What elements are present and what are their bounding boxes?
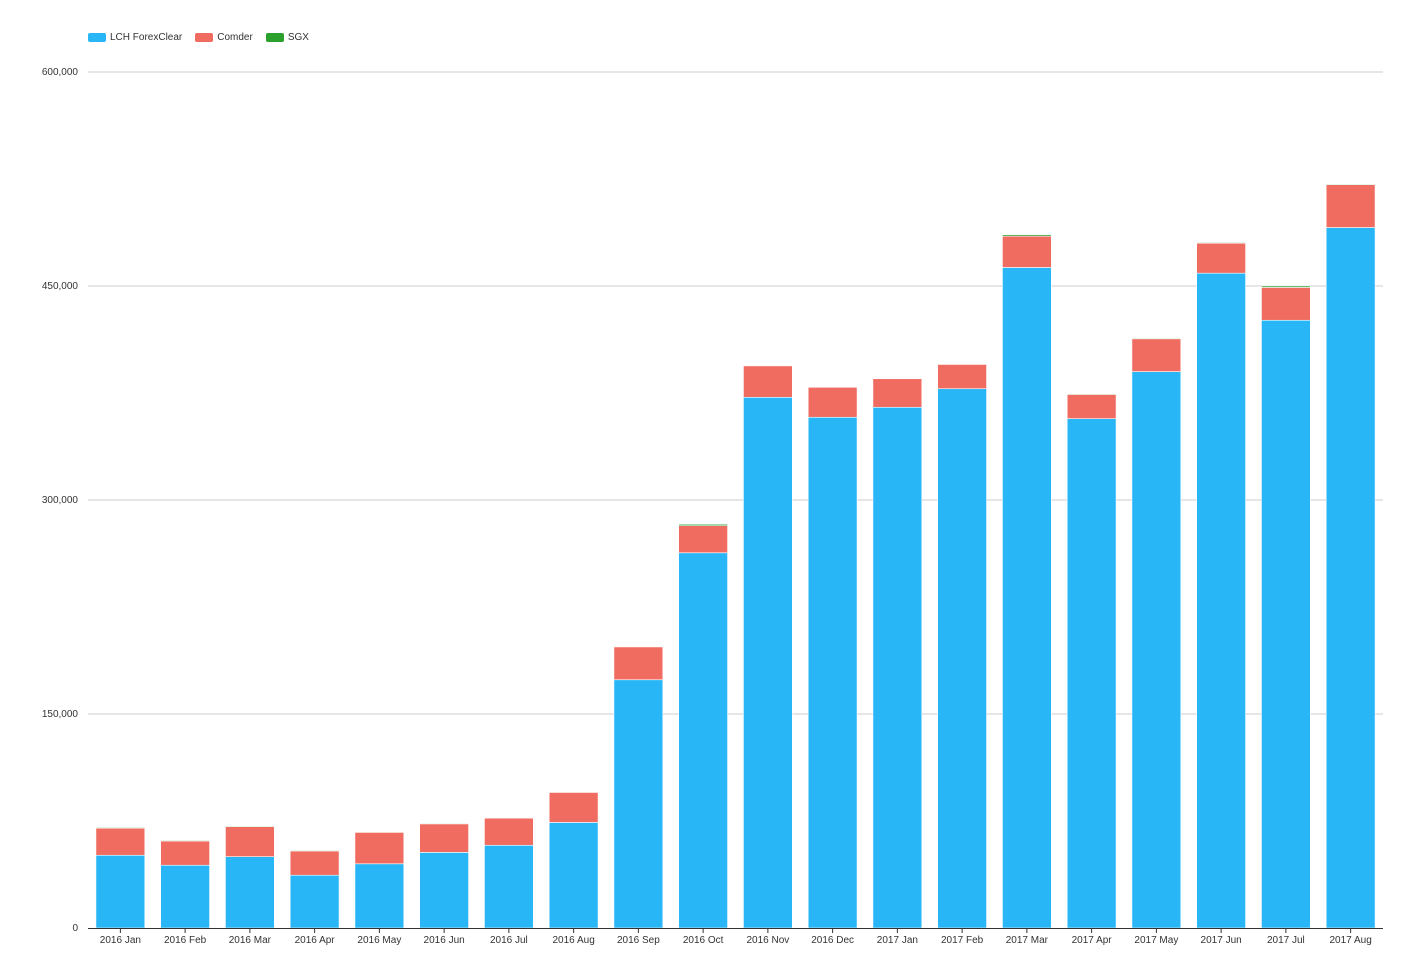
- legend-swatch-lch-forexclear: [88, 33, 106, 42]
- bar-segment-sgx[interactable]: [289, 849, 340, 852]
- bar-segment-lch-forexclear[interactable]: [678, 552, 728, 929]
- bar-segment-comder[interactable]: [225, 826, 275, 857]
- x-tick-label: 2016 Aug: [552, 935, 594, 946]
- axis-layer: 0 150,000 300,000 450,000 600,000 2016 Jan 201…: [42, 67, 1383, 946]
- bar-segment-comder[interactable]: [95, 827, 146, 856]
- bar-segment-lch-forexclear[interactable]: [1066, 418, 1117, 929]
- x-tick-label: 2016 Sep: [617, 935, 660, 946]
- legend-label-lch-forexclear: LCH ForexClear: [110, 32, 183, 43]
- bar-segment-comder[interactable]: [1002, 235, 1052, 268]
- bar-segment-lch-forexclear[interactable]: [937, 388, 987, 929]
- y-tick-label: 0: [72, 923, 78, 934]
- x-tick-label: 2016 Dec: [811, 935, 854, 946]
- x-tick-label: 2016 Mar: [229, 935, 272, 946]
- legend-swatch-sgx: [265, 33, 284, 42]
- bar-segment-comder[interactable]: [1325, 184, 1376, 228]
- bar-segment-sgx[interactable]: [1261, 285, 1311, 288]
- bar-segment-comder[interactable]: [1196, 242, 1246, 274]
- bar-segment-lch-forexclear[interactable]: [548, 822, 599, 929]
- bar-segment-comder[interactable]: [548, 792, 599, 823]
- bar-segment-sgx[interactable]: [1325, 183, 1376, 186]
- bar-segment-comder[interactable]: [1131, 338, 1182, 372]
- bar-segment-lch-forexclear[interactable]: [225, 856, 275, 929]
- bar-segment-lch-forexclear[interactable]: [807, 416, 858, 929]
- bar-segment-lch-forexclear[interactable]: [484, 844, 534, 929]
- bar-segment-comder[interactable]: [872, 378, 923, 408]
- bar-segment-comder[interactable]: [807, 386, 858, 418]
- bar-segment-sgx[interactable]: [1196, 242, 1246, 244]
- legend-item-lch-forexclear[interactable]: LCH ForexClear: [88, 32, 182, 43]
- bar-segment-lch-forexclear[interactable]: [289, 874, 340, 929]
- bar-segment-lch-forexclear[interactable]: [1131, 371, 1182, 929]
- bar-segment-lch-forexclear[interactable]: [1002, 267, 1052, 929]
- bar-segment-sgx[interactable]: [1002, 234, 1052, 237]
- x-tick-label: 2017 Jun: [1201, 935, 1242, 946]
- x-tick-label: 2016 Nov: [746, 935, 789, 946]
- legend-label-comder: Comder: [217, 32, 253, 43]
- y-tick-label: 450,000: [42, 281, 79, 292]
- bar-segment-comder[interactable]: [160, 840, 210, 866]
- bar-segment-lch-forexclear[interactable]: [1261, 319, 1311, 929]
- x-tick-label: 2017 Feb: [941, 935, 984, 946]
- x-tick-label: 2017 Jul: [1267, 935, 1305, 946]
- x-tick-label: 2016 Oct: [683, 935, 724, 946]
- y-tick-label: 300,000: [42, 495, 79, 506]
- bar-segment-lch-forexclear[interactable]: [1196, 272, 1246, 929]
- bar-segment-lch-forexclear[interactable]: [419, 852, 469, 929]
- bar-segment-comder[interactable]: [289, 850, 340, 876]
- bar-segment-sgx[interactable]: [160, 839, 210, 842]
- bar-segment-comder[interactable]: [937, 364, 987, 390]
- bar-segment-sgx[interactable]: [1066, 393, 1117, 395]
- bar-segment-sgx[interactable]: [1131, 337, 1182, 340]
- grid-layer: [88, 71, 1383, 715]
- bar-segment-comder[interactable]: [678, 525, 728, 554]
- bar-segment-lch-forexclear[interactable]: [160, 864, 210, 929]
- bar-segment-lch-forexclear[interactable]: [95, 854, 146, 929]
- bar-segment-lch-forexclear[interactable]: [1325, 227, 1376, 929]
- bar-segment-sgx[interactable]: [419, 822, 469, 825]
- bar-segment-comder[interactable]: [743, 365, 793, 398]
- bar-segment-lch-forexclear[interactable]: [354, 863, 405, 929]
- x-tick-label: 2017 Aug: [1329, 935, 1371, 946]
- y-tick-label: 150,000: [42, 709, 79, 720]
- x-tick-label: 2016 Jun: [424, 935, 465, 946]
- bar-segment-comder[interactable]: [613, 646, 664, 681]
- legend-label-sgx: SGX: [287, 32, 309, 43]
- bar-segment-comder[interactable]: [354, 832, 405, 865]
- bar-segment-sgx[interactable]: [95, 827, 146, 829]
- bar-segment-comder[interactable]: [419, 823, 469, 853]
- bar-segment-comder[interactable]: [1261, 287, 1311, 321]
- y-tick-label: 600,000: [42, 67, 79, 78]
- x-tick-label: 2017 Mar: [1006, 935, 1049, 946]
- bar-segment-comder[interactable]: [484, 817, 534, 846]
- bar-segment-comder[interactable]: [1066, 394, 1117, 419]
- legend: LCH ForexClear Comder SGX: [88, 32, 322, 43]
- legend-item-comder[interactable]: Comder: [195, 32, 253, 43]
- x-tick-label: 2017 May: [1134, 935, 1178, 946]
- x-tick-label: 2017 Apr: [1072, 935, 1113, 946]
- bar-segment-lch-forexclear[interactable]: [872, 406, 923, 929]
- legend-swatch-comder: [195, 33, 214, 42]
- x-tick-label: 2016 Feb: [164, 935, 207, 946]
- bar-segment-sgx[interactable]: [678, 523, 728, 526]
- bars-layer: [95, 183, 1376, 929]
- bar-segment-lch-forexclear[interactable]: [743, 396, 793, 929]
- x-tick-label: 2016 May: [357, 935, 401, 946]
- bar-segment-lch-forexclear[interactable]: [613, 679, 664, 929]
- x-tick-label: 2017 Jan: [877, 935, 918, 946]
- legend-item-sgx[interactable]: SGX: [265, 32, 309, 43]
- bar-segment-sgx[interactable]: [225, 825, 275, 828]
- x-tick-label: 2016 Apr: [295, 935, 336, 946]
- x-tick-label: 2016 Jan: [100, 935, 141, 946]
- x-tick-label: 2016 Jul: [490, 935, 528, 946]
